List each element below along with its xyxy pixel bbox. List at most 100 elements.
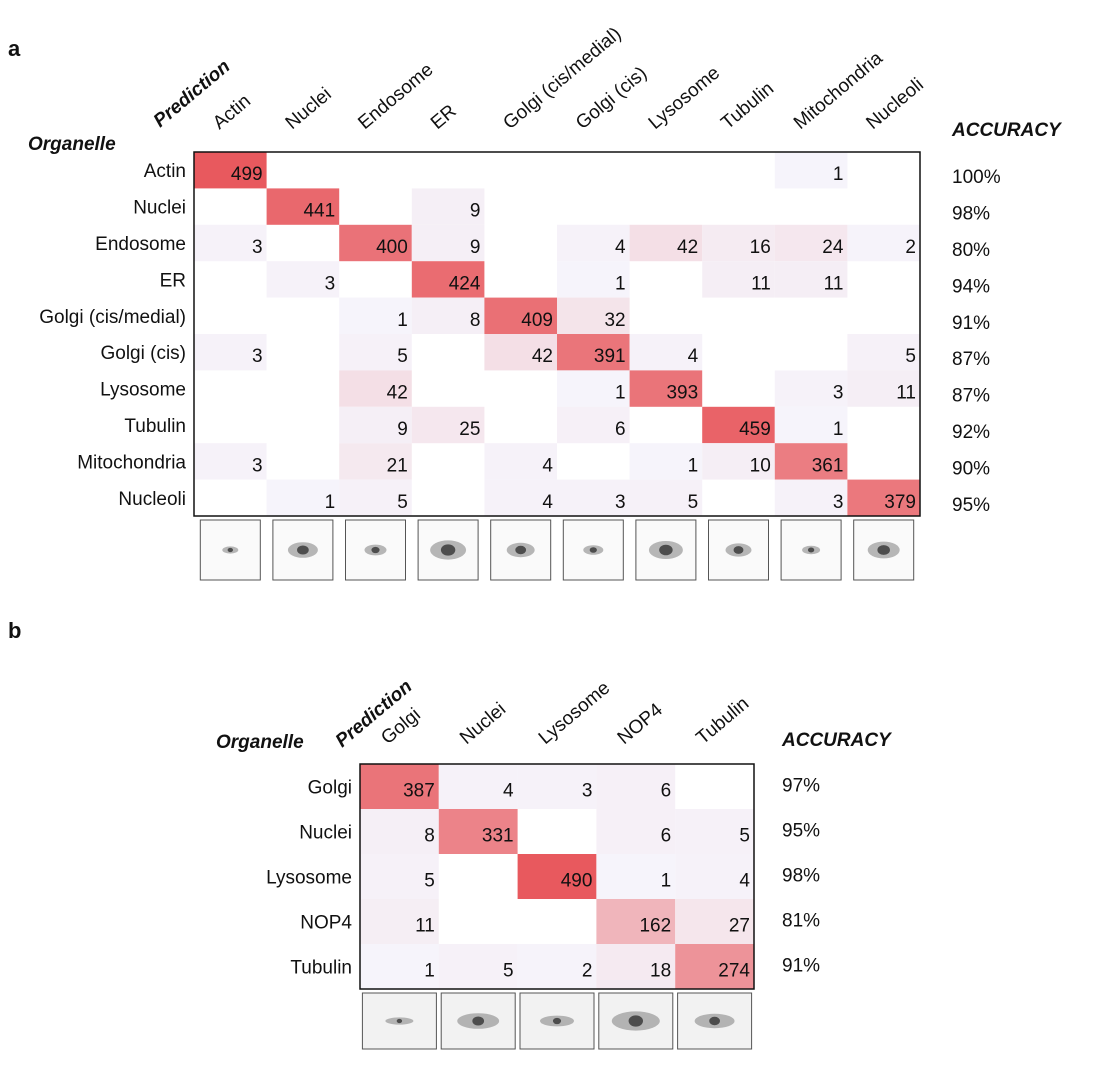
accuracy-value: 98% [952,204,990,225]
cell [484,479,557,516]
cell [484,443,557,480]
cell [774,152,848,189]
cell-value: 9 [470,201,481,222]
cell-value: 1 [424,961,435,982]
row-label: Tubulin [290,958,352,979]
thumbnail-core [807,547,815,553]
row-label: NOP4 [300,913,352,934]
cell-value: 27 [729,916,750,937]
accuracy-value: 97% [782,776,820,797]
cell [411,297,485,334]
matrix-border [359,763,755,990]
accuracy-title: ACCURACY [781,730,893,751]
cell-value: 387 [403,781,435,802]
cell [774,224,848,262]
cell [629,334,703,371]
thumbnail-core [552,1017,562,1025]
cell-value: 1 [615,273,626,294]
cell [557,224,630,262]
thumbnail-core [709,1016,720,1026]
row-label: Lysosome [266,868,352,889]
cell [266,188,340,225]
cell [360,809,439,854]
cell [847,334,920,371]
row-label: Tubulin [124,416,186,437]
cell [517,944,597,989]
cell [557,334,630,371]
cell [360,899,439,944]
cell [702,261,775,298]
cell [339,334,412,371]
column-label: Actin [209,91,255,134]
cell-value: 21 [387,455,408,476]
accuracy-value: 91% [782,956,820,977]
cell-value: 42 [677,237,698,258]
cell-value: 9 [470,237,481,258]
row-label: Golgi (cis) [100,343,186,364]
cell [360,944,439,989]
cell-value: 18 [650,961,671,982]
cell-value: 3 [252,346,263,367]
cell [557,406,630,444]
cell-value: 11 [896,383,916,404]
cell [339,406,412,444]
cell [675,899,754,944]
cell-value: 274 [718,961,750,982]
cell [675,854,754,899]
cell-value: 6 [661,781,672,802]
cell-value: 16 [750,237,771,258]
panel-label: b [8,618,21,643]
cell-value: 24 [822,237,844,258]
column-label: Endosome [354,59,437,133]
cell [339,370,412,407]
y-axis-title: Organelle [28,134,116,155]
row-label: Mitochondria [77,452,186,473]
cell [847,479,920,516]
cell-value: 2 [582,961,593,982]
thumbnail-core [227,547,233,553]
cell-value: 10 [750,455,771,476]
column-label: Lysosome [535,678,614,749]
cell [774,479,848,516]
cell-value: 3 [833,492,844,513]
cell-value: 5 [688,492,699,513]
cell [411,406,485,444]
y-axis-title: Organelle [216,732,304,753]
cell-value: 1 [325,492,336,513]
cell [266,479,340,516]
matrix-border [193,151,921,517]
cell-value: 1 [833,164,844,185]
cell [339,297,412,334]
cell [484,334,557,371]
cell [194,224,267,262]
cell [596,944,676,989]
cell-value: 42 [387,383,408,404]
thumbnail-core [440,544,456,556]
cell-value: 5 [397,346,408,367]
cell [339,443,412,480]
thumbnail-core [659,544,673,556]
cell-value: 4 [615,237,626,258]
cell-value: 424 [449,273,481,294]
accuracy-value: 95% [952,495,990,516]
cell-value: 391 [594,346,626,367]
cell [702,224,775,262]
cell-value: 379 [884,492,916,513]
cell [194,334,267,371]
cell [702,443,775,480]
column-label: Nuclei [456,699,510,749]
cell [339,479,412,516]
cell-value: 490 [561,871,593,892]
row-label: Golgi [308,778,352,799]
cell-value: 8 [424,826,435,847]
cell [596,899,676,944]
thumbnail-core [371,546,380,554]
column-label: Nuclei [282,84,336,134]
cell-value: 499 [231,164,263,185]
cell-value: 409 [521,310,553,331]
thumbnail-core [297,545,309,555]
column-label: Nucleoli [863,74,928,134]
cell [675,944,754,989]
cell [774,406,848,444]
row-label: Golgi (cis/medial) [39,307,186,328]
